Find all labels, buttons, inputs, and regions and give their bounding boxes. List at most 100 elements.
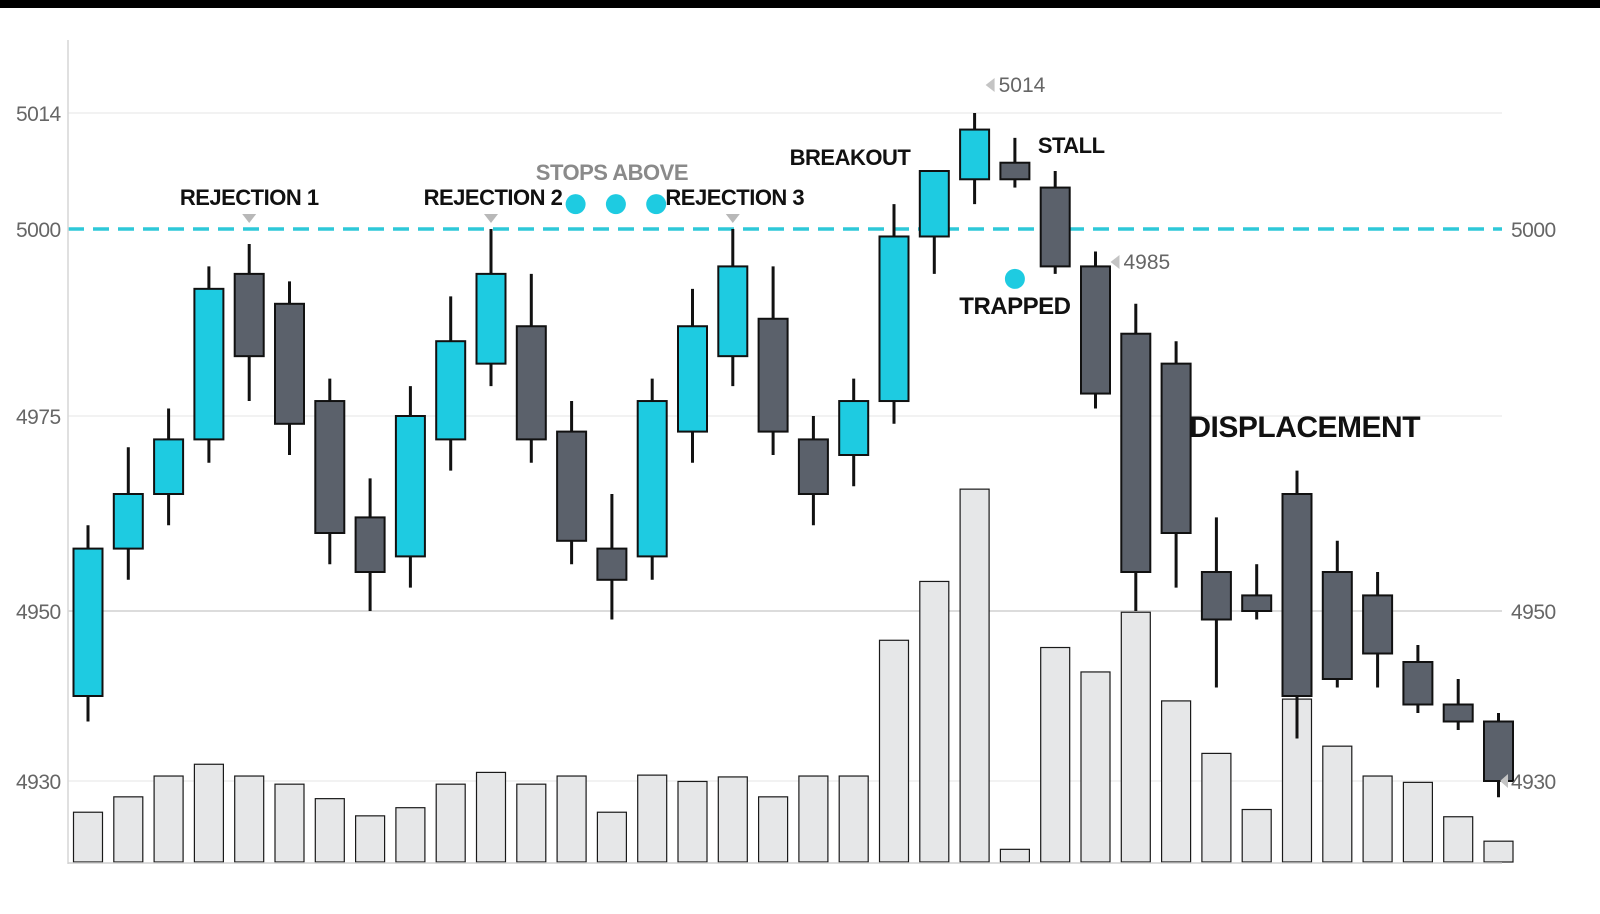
down-triangle-icon [242, 214, 257, 223]
bull-candle-body [959, 128, 991, 181]
bear-candle-body [233, 272, 265, 358]
volume-bar [314, 798, 345, 863]
bear-candle-body [1321, 571, 1353, 680]
volume-bar [1120, 611, 1151, 863]
volume-bar [435, 783, 466, 863]
volume-bar [556, 775, 587, 863]
volume-bar [1241, 808, 1272, 863]
bear-candle-body [999, 161, 1031, 181]
bull-candle-body [112, 493, 144, 550]
volume-bar [1362, 775, 1393, 863]
bear-candle-body [1241, 594, 1273, 613]
volume-bar [959, 488, 990, 863]
candle [233, 243, 265, 402]
candle [72, 525, 104, 722]
bear-candle-body [354, 516, 386, 574]
candle [314, 378, 346, 565]
volume-bar [475, 771, 507, 863]
candle [1362, 572, 1394, 688]
candle [394, 386, 426, 588]
volume-bar [1402, 781, 1434, 863]
bull-candle-body [435, 340, 467, 441]
y-tick-label: 5014 [16, 103, 62, 126]
annotation-label: REJECTION 2 [424, 185, 563, 210]
top-border [0, 0, 1600, 8]
candle [153, 408, 185, 526]
bear-candle-body [1120, 332, 1152, 573]
markers [565, 194, 1025, 289]
candles [72, 113, 1514, 798]
candle [677, 288, 708, 463]
candle [878, 204, 910, 424]
bull-candle-body [72, 547, 104, 697]
volume-bar [1322, 745, 1353, 863]
bull-candle-body [878, 235, 910, 403]
candle [1442, 679, 1474, 730]
y-tick-label-right: 4950 [1511, 601, 1556, 624]
volume-bar [516, 783, 547, 863]
bear-candle-body [314, 400, 346, 535]
candle [1402, 645, 1434, 713]
bull-candle-body [838, 400, 870, 457]
dot-marker [565, 194, 586, 215]
y-tick-label: 4950 [16, 601, 61, 624]
volume-bar [596, 811, 628, 863]
volume-bar [757, 796, 789, 863]
annotation-label: STOPS ABOVE [536, 160, 688, 185]
bull-candle-body [677, 325, 708, 433]
dot-marker [605, 194, 626, 215]
volume-bar [717, 776, 748, 863]
bear-candle-body [556, 430, 588, 542]
y-tick-label-right: 4930 [1511, 771, 1556, 794]
candle [1080, 251, 1111, 409]
volume-bar [1160, 700, 1192, 863]
annotation-label: TRAPPED [959, 293, 1070, 320]
price-tag-label: 4985 [1124, 251, 1171, 274]
y-tick-label: 4975 [16, 406, 61, 429]
bear-candle-body [1039, 186, 1071, 268]
annotation-label: BREAKOUT [790, 145, 912, 170]
candle [999, 137, 1031, 188]
candle [274, 281, 305, 455]
bear-candle-body [1281, 493, 1313, 697]
candle [1241, 564, 1273, 620]
volume-bar [838, 775, 869, 863]
volume-bar [637, 774, 668, 863]
dot-marker [646, 194, 667, 215]
candle [112, 447, 144, 580]
volume-bar [1080, 671, 1111, 863]
candle [797, 416, 829, 526]
candle [838, 378, 870, 487]
candle [1483, 713, 1514, 798]
candle [636, 378, 668, 580]
candle [1321, 540, 1353, 688]
bear-candle-body [515, 325, 547, 441]
candle [475, 229, 507, 387]
candle [556, 401, 588, 565]
volume-bar [193, 763, 224, 863]
bull-candle-body [193, 287, 225, 441]
annotation-label: REJECTION 1 [180, 185, 319, 210]
volume-bar [999, 848, 1031, 863]
bear-candle-body [1200, 571, 1232, 621]
bull-candle-body [153, 438, 185, 495]
volume-bar [677, 780, 708, 863]
candle [1200, 517, 1232, 688]
bear-candle-body [1080, 265, 1111, 395]
down-triangle-icon [725, 214, 740, 223]
y-tick-label-right: 5000 [1511, 219, 1556, 242]
candle [1120, 303, 1152, 611]
volume-bar [1040, 646, 1071, 863]
bear-candle-body [757, 317, 789, 433]
y-axis-left: 4930 4950 4975 5000 5014 [16, 103, 62, 794]
bear-candle-body [797, 438, 829, 495]
candle [193, 266, 225, 463]
bear-candle-body [1483, 720, 1514, 782]
volume-bar [1483, 840, 1514, 863]
bull-candle-body [475, 272, 507, 365]
volume-bar [1443, 816, 1474, 863]
annotation-label: REJECTION 3 [665, 185, 804, 210]
bear-candle-body [1402, 661, 1434, 706]
